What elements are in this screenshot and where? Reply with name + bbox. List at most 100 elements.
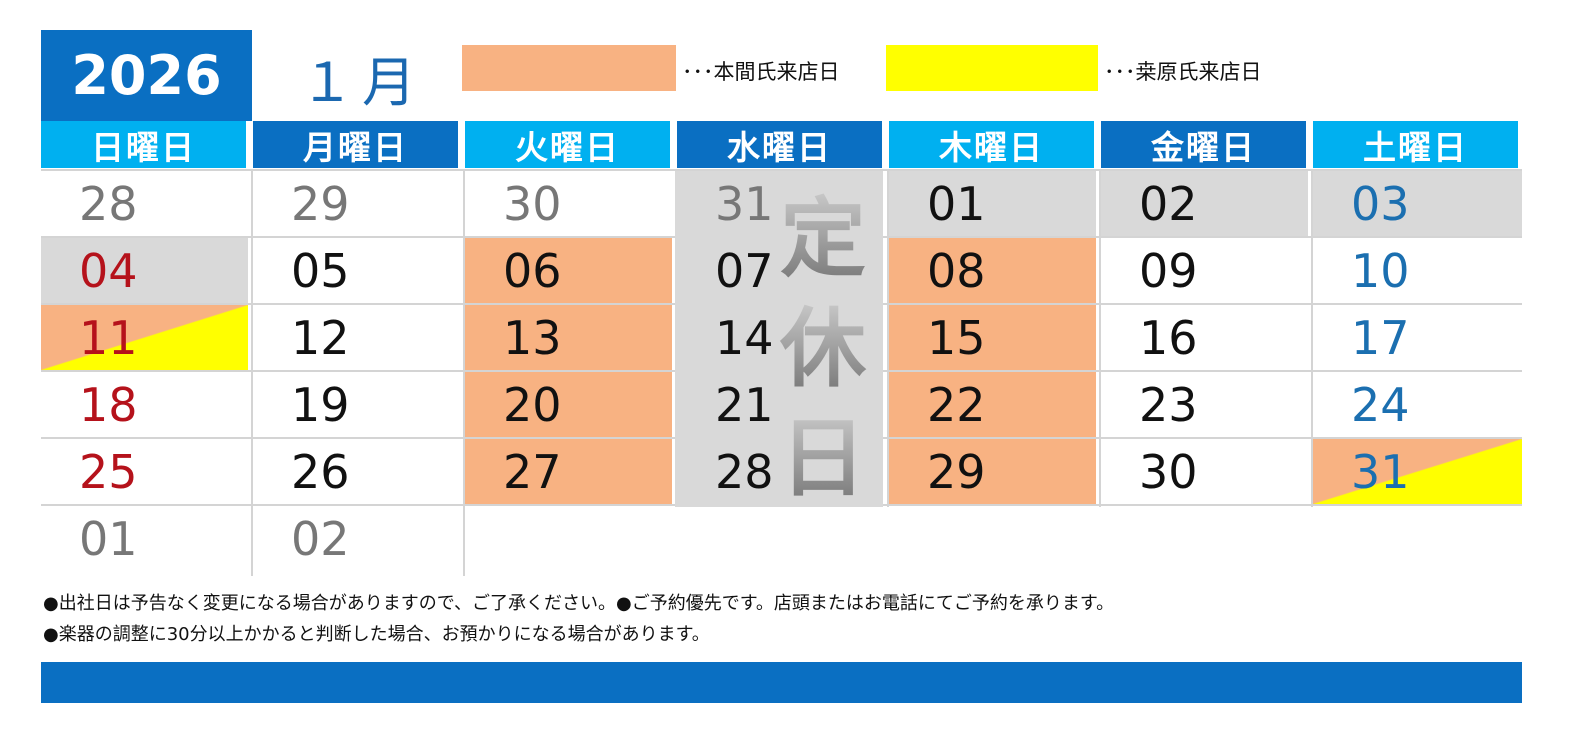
- day-cell: 28: [41, 171, 248, 236]
- day-cell: 11: [41, 305, 248, 370]
- day-cell: 16: [1101, 305, 1308, 370]
- note-text: ●楽器の調整に30分以上かかると判断した場合、お預かりになる場合があります。: [43, 624, 710, 645]
- day-cell: 27: [465, 439, 672, 504]
- day-cell: 07: [677, 238, 884, 303]
- day-cell: 14: [677, 305, 884, 370]
- note-text: ●出社日は予告なく変更になる場合がありますので、ご了承ください。●ご予約優先です…: [43, 593, 1115, 614]
- day-number: 29: [291, 176, 350, 231]
- day-cell: 12: [253, 305, 460, 370]
- day-number: 27: [503, 444, 562, 499]
- day-number: 04: [79, 243, 138, 298]
- day-number: 30: [1139, 444, 1198, 499]
- grid-line: [1099, 169, 1101, 507]
- day-cell: 29: [889, 439, 1096, 504]
- grid-line: [41, 169, 1522, 171]
- closed-day-char: 定: [773, 184, 873, 294]
- day-number: 02: [291, 511, 350, 566]
- day-cell: 30: [1101, 439, 1308, 504]
- legend-swatch-honma: [462, 45, 676, 91]
- day-cell: 13: [465, 305, 672, 370]
- grid-line: [463, 169, 465, 576]
- year-box: 2026: [41, 30, 252, 121]
- day-cell: 09: [1101, 238, 1308, 303]
- weekday-header: 火曜日: [465, 121, 670, 168]
- closed-day-char: 日: [773, 404, 873, 514]
- closed-day-char: 休: [773, 294, 873, 404]
- day-cell: 25: [41, 439, 248, 504]
- day-number: 12: [291, 310, 350, 365]
- day-cell: 04: [41, 238, 248, 303]
- weekday-header: 木曜日: [889, 121, 1094, 168]
- day-number: 02: [1139, 176, 1198, 231]
- weekday-header: 水曜日: [677, 121, 882, 168]
- grid-line: [1311, 169, 1313, 507]
- day-cell: 30: [465, 171, 672, 236]
- day-cell: 01: [889, 171, 1096, 236]
- day-number: 09: [1139, 243, 1198, 298]
- footer-bar: [41, 662, 1522, 703]
- day-cell: 20: [465, 372, 672, 437]
- day-number: 25: [79, 444, 138, 499]
- year-label: 2026: [71, 44, 222, 107]
- day-number: 10: [1351, 243, 1410, 298]
- day-cell: 31: [677, 171, 884, 236]
- day-cell: 05: [253, 238, 460, 303]
- day-cell: 19: [253, 372, 460, 437]
- day-number: 20: [503, 377, 562, 432]
- day-number: 08: [927, 243, 986, 298]
- day-cell: 28: [677, 439, 884, 504]
- day-cell: 21: [677, 372, 884, 437]
- day-cell: 08: [889, 238, 1096, 303]
- closed-day-label: 定 休 日: [773, 184, 873, 514]
- day-cell: 15: [889, 305, 1096, 370]
- day-number: 05: [291, 243, 350, 298]
- day-cell: 26: [253, 439, 460, 504]
- split-day-highlight: [41, 305, 248, 370]
- day-number: 07: [715, 243, 774, 298]
- split-day-highlight: [1313, 439, 1522, 504]
- day-cell: 24: [1313, 372, 1522, 437]
- day-number: 26: [291, 444, 350, 499]
- day-cell: 23: [1101, 372, 1308, 437]
- day-number: 15: [927, 310, 986, 365]
- grid-line: [251, 169, 253, 576]
- day-number: 13: [503, 310, 562, 365]
- weekday-header: 月曜日: [253, 121, 458, 168]
- grid-line: [887, 169, 889, 507]
- day-number: 11: [79, 310, 138, 365]
- day-cell: 02: [1101, 171, 1308, 236]
- day-number: 29: [927, 444, 986, 499]
- day-cell: 22: [889, 372, 1096, 437]
- day-cell: 06: [465, 238, 672, 303]
- day-cell: 18: [41, 372, 248, 437]
- weekday-header: 土曜日: [1313, 121, 1518, 168]
- month-label: １月: [300, 51, 424, 114]
- legend-label-kuwahara: ･･･桒原氏来店日: [1104, 60, 1262, 84]
- legend-swatch-kuwahara: [886, 45, 1098, 91]
- closed-day-column: [675, 171, 883, 507]
- weekday-header: 日曜日: [41, 121, 246, 168]
- day-cell: 03: [1313, 171, 1522, 236]
- day-cell: 01: [41, 506, 248, 571]
- day-number: 22: [927, 377, 986, 432]
- weekday-header: 金曜日: [1101, 121, 1306, 168]
- day-number: 06: [503, 243, 562, 298]
- day-cell: 10: [1313, 238, 1522, 303]
- day-cell: 29: [253, 171, 460, 236]
- day-number: 30: [503, 176, 562, 231]
- day-number: 18: [79, 377, 138, 432]
- day-number: 01: [79, 511, 138, 566]
- day-number: 24: [1351, 377, 1410, 432]
- day-number: 28: [715, 444, 774, 499]
- day-number: 28: [79, 176, 138, 231]
- day-number: 21: [715, 377, 774, 432]
- day-number: 16: [1139, 310, 1198, 365]
- day-cell: 17: [1313, 305, 1522, 370]
- day-number: 31: [715, 176, 774, 231]
- day-number: 31: [1351, 444, 1410, 499]
- day-number: 17: [1351, 310, 1410, 365]
- legend-label-honma: ･･･本間氏来店日: [682, 60, 840, 84]
- day-number: 19: [291, 377, 350, 432]
- day-number: 14: [715, 310, 774, 365]
- day-number: 03: [1351, 176, 1410, 231]
